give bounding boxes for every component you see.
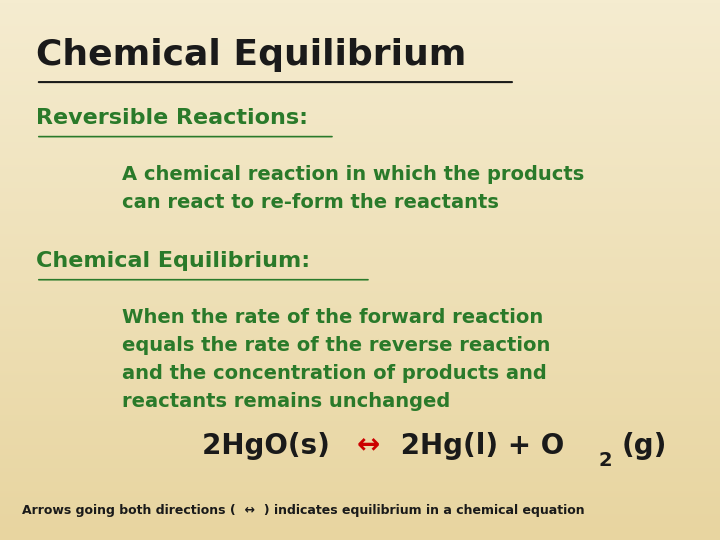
Text: A chemical reaction in which the products
can react to re-form the reactants: A chemical reaction in which the product… [122,165,585,212]
Text: Chemical Equilibrium: Chemical Equilibrium [36,38,467,72]
Text: ↔: ↔ [356,431,379,460]
Text: Chemical Equilibrium:: Chemical Equilibrium: [36,251,310,271]
Text: 2Hg(l) + O: 2Hg(l) + O [391,431,564,460]
Text: Reversible Reactions:: Reversible Reactions: [36,108,308,128]
Text: 2: 2 [598,450,612,470]
Text: 2HgO(s): 2HgO(s) [202,431,339,460]
Text: When the rate of the forward reaction
equals the rate of the reverse reaction
an: When the rate of the forward reaction eq… [122,308,551,411]
Text: (g): (g) [621,431,667,460]
Text: Arrows going both directions (  ↔  ) indicates equilibrium in a chemical equatio: Arrows going both directions ( ↔ ) indic… [22,504,584,517]
